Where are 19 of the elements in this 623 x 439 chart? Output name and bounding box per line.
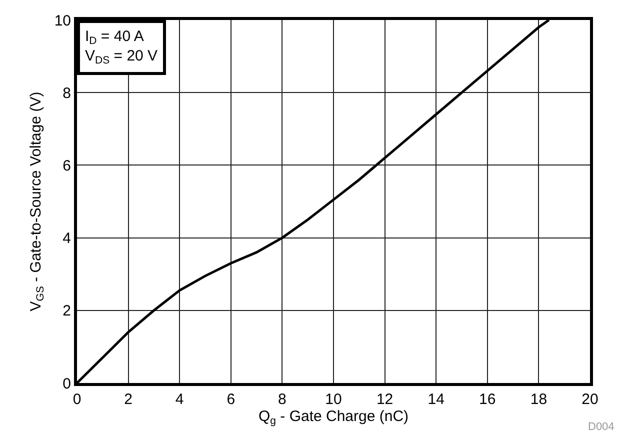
x-tick-label: 6 [226, 391, 236, 408]
x-tick-label: 8 [278, 391, 286, 408]
annotation: I$_{D}$ = 40 A V$_{DS}$ = 20 V [85, 28, 158, 67]
x-tick-label: 14 [428, 391, 444, 408]
x-tick-label: 20 [582, 391, 598, 408]
x-tick-label: 16 [479, 391, 496, 408]
y-tick-label: 10 [54, 12, 71, 30]
x-tick-label: 10 [325, 391, 342, 408]
x-tick-label: 18 [530, 391, 548, 408]
x-tick-label: 2 [124, 391, 132, 408]
x-tick-label: 4 [175, 391, 184, 408]
y-tick-label: 4 [62, 230, 71, 248]
y-tick-label: 0 [62, 375, 71, 392]
text: D004 [588, 421, 614, 433]
x-tick-label: 12 [376, 391, 394, 408]
y-tick-label: 2 [62, 302, 71, 320]
x-axis-title: Q$_{g}$ - Gate Charge (nC) [258, 408, 409, 428]
y-tick-label: 6 [62, 157, 71, 174]
y-tick-label: 8 [62, 84, 71, 102]
